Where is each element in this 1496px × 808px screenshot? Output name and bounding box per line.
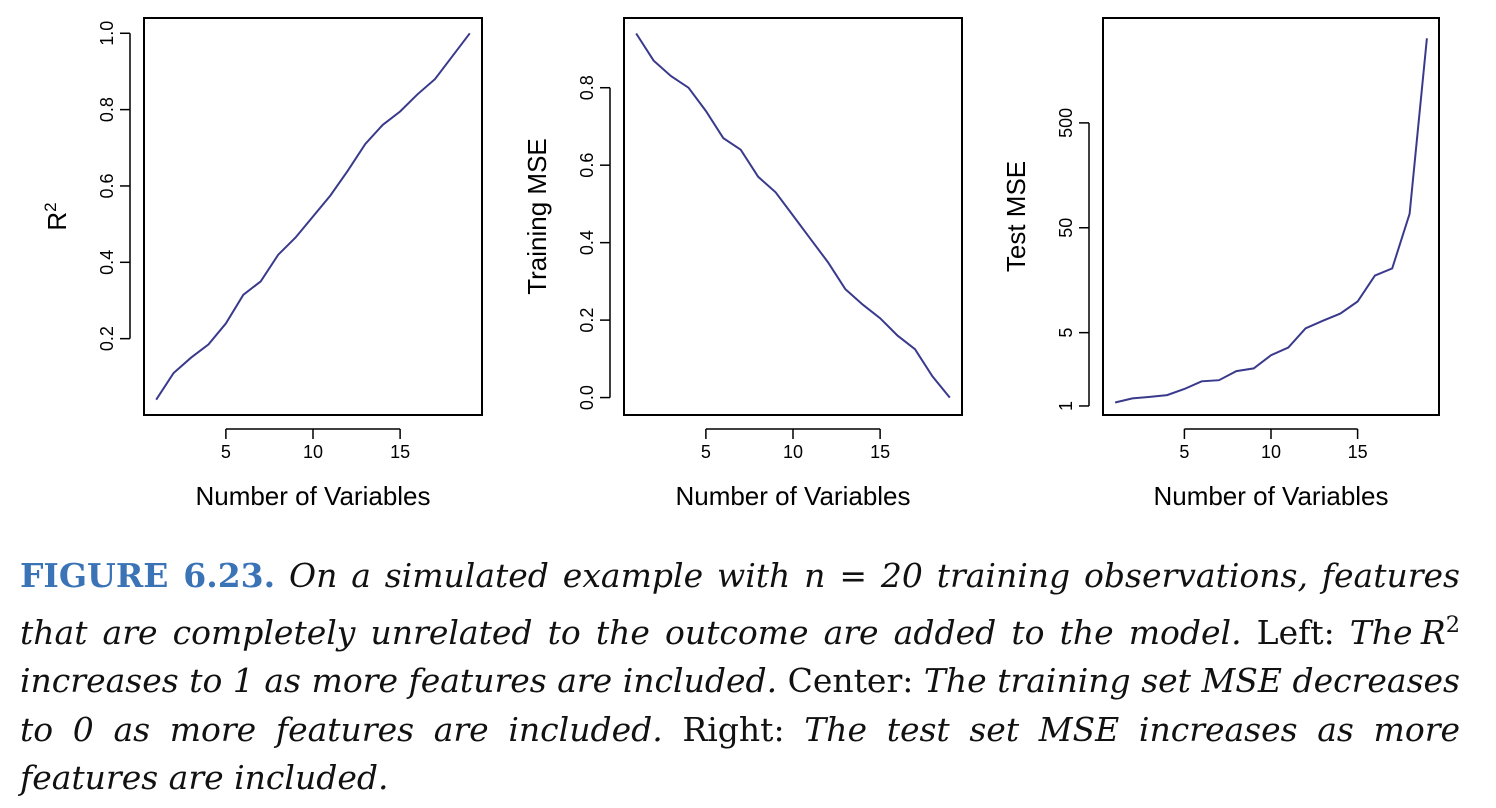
- x-tick-label: 5: [701, 442, 711, 462]
- caption-sentence-1b: 20 training observations, features that …: [20, 556, 1460, 652]
- caption-n-symbol: n: [804, 556, 826, 595]
- figure-label: FIGURE 6.23.: [20, 556, 276, 595]
- caption-right-label: Right:: [682, 709, 785, 749]
- y-tick-label: 0.0: [577, 385, 597, 410]
- y-tick-label: 1.0: [97, 21, 117, 46]
- y-axis-label: Test MSE: [1001, 161, 1031, 272]
- y-tick-label: 500: [1056, 108, 1076, 138]
- y-axis-label: Training MSE: [522, 138, 552, 295]
- figure-caption: FIGURE 6.23. On a simulated example with…: [20, 552, 1460, 803]
- caption-left-sup: 2: [1445, 611, 1460, 638]
- y-tick-label: 0.4: [97, 250, 117, 275]
- caption-left-label: Left:: [1256, 612, 1335, 652]
- y-tick-label: 0.4: [577, 230, 597, 255]
- y-tick-label: 5: [1056, 328, 1076, 338]
- chart-panel-2: 5 10 15 0.0 0.2 0.4 0.6 0.8 Number of Variables T…: [522, 17, 963, 511]
- caption-equals: =: [839, 556, 867, 595]
- y-tick-label: 1: [1056, 401, 1076, 411]
- chart-panel-1: 5 10 15 0.2 0.4 0.6 0.8 1.0 Number of Variables R…: [41, 17, 483, 511]
- series-line: [635, 32, 951, 399]
- plot-frame: [143, 17, 483, 416]
- caption-left-a: The: [1349, 612, 1413, 652]
- y-tick-label: 0.6: [577, 153, 597, 178]
- x-axis-label: Number of Variables: [195, 481, 430, 511]
- caption-center-label: Center:: [787, 661, 914, 700]
- x-tick-label: 5: [1179, 442, 1189, 462]
- caption-right-text: The test set MSE increases as more featu…: [20, 709, 1460, 798]
- y-tick-label: 0.2: [577, 308, 597, 333]
- x-axis-label: Number of Variables: [1153, 481, 1388, 511]
- x-tick-label: 10: [783, 442, 803, 462]
- series-line: [155, 32, 471, 401]
- plot-frame: [1102, 17, 1440, 416]
- y-axis-label: R2: [41, 202, 72, 230]
- x-tick-label: 10: [303, 442, 323, 462]
- x-tick-label: 5: [221, 442, 231, 462]
- caption-sentence-1a: On a simulated example with: [289, 556, 791, 595]
- caption-left-r: R: [1420, 612, 1446, 652]
- y-tick-label: 50: [1056, 218, 1076, 238]
- caption-center-text: The training set MSE decreases to 0 as m…: [20, 661, 1460, 749]
- plot-frame: [623, 17, 963, 416]
- y-tick-label: 0.8: [97, 97, 117, 122]
- x-tick-label: 15: [870, 442, 890, 462]
- x-tick-label: 15: [1348, 442, 1368, 462]
- series-line: [1114, 38, 1428, 404]
- y-tick-label: 0.2: [97, 326, 117, 351]
- y-tick-label: 0.6: [97, 173, 117, 198]
- caption-left-b: increases to 1 as more features are incl…: [20, 661, 778, 700]
- y-tick-label: 0.8: [577, 75, 597, 100]
- x-tick-label: 10: [1261, 442, 1281, 462]
- y-axis-label-superscript: 2: [41, 202, 60, 211]
- x-tick-label: 15: [390, 442, 410, 462]
- x-axis-label: Number of Variables: [675, 481, 910, 511]
